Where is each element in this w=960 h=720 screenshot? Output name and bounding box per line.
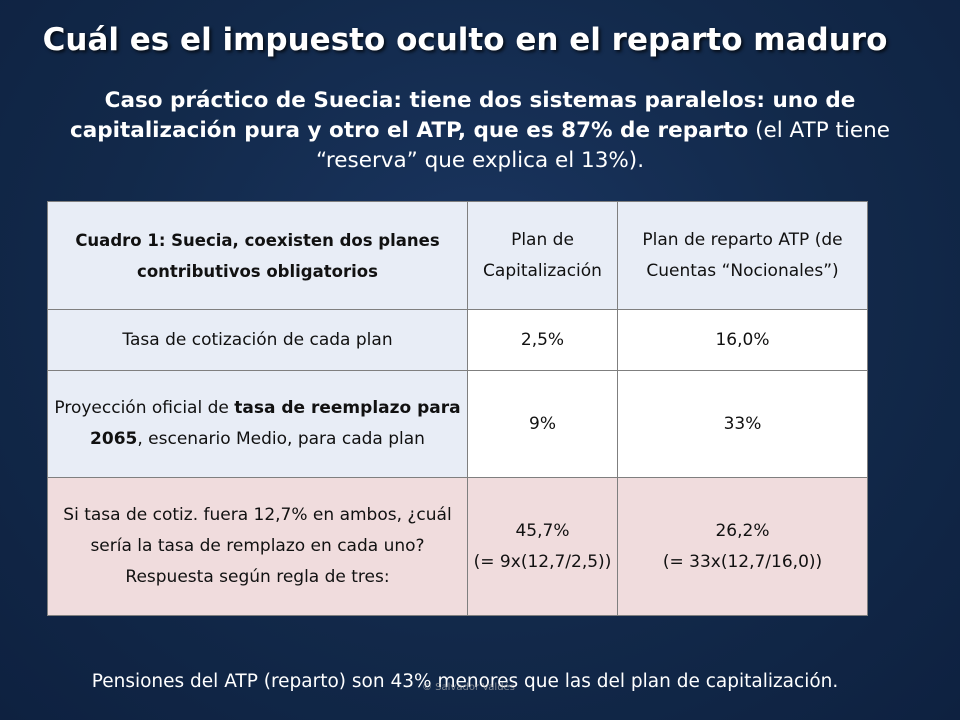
slide-title: Cuál es el impuesto oculto en el reparto…	[42, 22, 888, 58]
cell-atp-hypothetical: 26,2% (= 33x(12,7/16,0))	[617, 477, 868, 616]
row-label-contribution-rate: Tasa de cotización de cada plan	[47, 309, 468, 371]
cell-cap-hypothetical: 45,7% (= 9x(12,7/2,5))	[467, 477, 618, 616]
header-cell-capitalization: Plan de Capitalización	[467, 201, 618, 310]
cell-cap-replacement: 9%	[467, 370, 618, 478]
atp-hypo-formula: (= 33x(12,7/16,0))	[662, 551, 823, 572]
comparison-table: Cuadro 1: Suecia, coexisten dos planes c…	[47, 201, 868, 616]
watermark: © Salvador Valdés	[422, 682, 515, 693]
row-label-hypothetical: Si tasa de cotiz. fuera 12,7% en ambos, …	[47, 477, 468, 616]
label-bold: tasa de reemplazo para 2065	[90, 398, 461, 449]
hypothetical-question: Si tasa de cotiz. fuera 12,7% en ambos, …	[63, 505, 452, 556]
cell-atp-contribution: 16,0%	[617, 309, 868, 371]
label-pre: Proyección oficial de	[54, 398, 235, 418]
cap-hypo-value: 45,7%	[515, 520, 570, 541]
subtitle-bold: Caso práctico de Suecia: tiene dos siste…	[70, 88, 856, 143]
label-post: , escenario Medio, para cada plan	[137, 429, 425, 449]
table-row: Tasa de cotización de cada plan 2,5% 16,…	[47, 309, 868, 371]
cap-hypo-formula: (= 9x(12,7/2,5))	[473, 551, 612, 572]
slide-subtitle: Caso práctico de Suecia: tiene dos siste…	[20, 86, 940, 176]
table-row: Proyección oficial de tasa de reemplazo …	[47, 370, 868, 478]
atp-hypo-value: 26,2%	[715, 520, 770, 541]
header-cell-atp: Plan de reparto ATP (de Cuentas “Nociona…	[617, 201, 868, 310]
header-cell-title: Cuadro 1: Suecia, coexisten dos planes c…	[47, 201, 468, 310]
footer-conclusion: Pensiones del ATP (reparto) son 43% meno…	[91, 671, 839, 692]
row-label-replacement-rate: Proyección oficial de tasa de reemplazo …	[47, 370, 468, 478]
cell-cap-contribution: 2,5%	[467, 309, 618, 371]
hypothetical-answer-note: Respuesta según regla de tres:	[125, 567, 390, 587]
table-row: Si tasa de cotiz. fuera 12,7% en ambos, …	[47, 477, 868, 616]
cell-atp-replacement: 33%	[617, 370, 868, 478]
table-header-row: Cuadro 1: Suecia, coexisten dos planes c…	[47, 201, 868, 310]
subtitle-normal: (el ATP tiene “reserva” que explica el 1…	[315, 118, 890, 173]
